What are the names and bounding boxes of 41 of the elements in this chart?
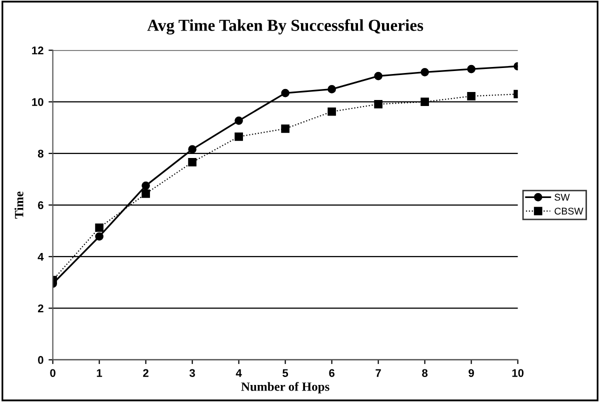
point xyxy=(188,158,196,166)
y-tick-label: 8 xyxy=(38,150,44,158)
point xyxy=(467,64,476,74)
point xyxy=(420,68,429,76)
x-tick-label: 2 xyxy=(143,369,148,377)
point xyxy=(281,124,290,133)
y-tick-label: 12 xyxy=(32,46,44,54)
x-tick-label: 6 xyxy=(329,369,334,377)
y-tick-label: 2 xyxy=(38,304,44,312)
y-tick-label: 6 xyxy=(38,201,44,210)
x-axis-title: Number of Hops xyxy=(241,382,330,394)
point xyxy=(374,72,382,80)
point xyxy=(328,107,336,116)
point xyxy=(142,182,150,190)
point xyxy=(142,190,150,198)
point xyxy=(234,132,243,141)
x-tick-label: 0 xyxy=(50,369,56,377)
point xyxy=(467,92,476,100)
x-tick-label: 7 xyxy=(376,369,381,377)
chart-title: Avg Time Taken By Successful Queries xyxy=(147,19,424,34)
y-tick-label: 4 xyxy=(38,252,44,261)
x-tick-label: 9 xyxy=(468,369,474,377)
point xyxy=(281,88,290,98)
point xyxy=(95,224,104,232)
point xyxy=(328,85,336,94)
point xyxy=(95,232,104,241)
x-tick-label: 8 xyxy=(422,369,428,377)
x-tick-label: 4 xyxy=(236,369,242,377)
legend-label: CBSW xyxy=(554,208,584,215)
y-axis-title: Time xyxy=(14,192,24,219)
y-tick-label: 0 xyxy=(38,356,44,364)
x-tick-label: 10 xyxy=(512,369,524,377)
point xyxy=(374,100,382,108)
point xyxy=(234,116,243,125)
x-tick-label: 5 xyxy=(282,369,288,377)
point xyxy=(420,98,429,106)
x-tick-label: 3 xyxy=(189,369,195,377)
legend-label: SW xyxy=(554,194,570,201)
y-tick-label: 10 xyxy=(32,98,44,106)
x-tick-label: 1 xyxy=(96,369,102,377)
point xyxy=(188,145,196,154)
